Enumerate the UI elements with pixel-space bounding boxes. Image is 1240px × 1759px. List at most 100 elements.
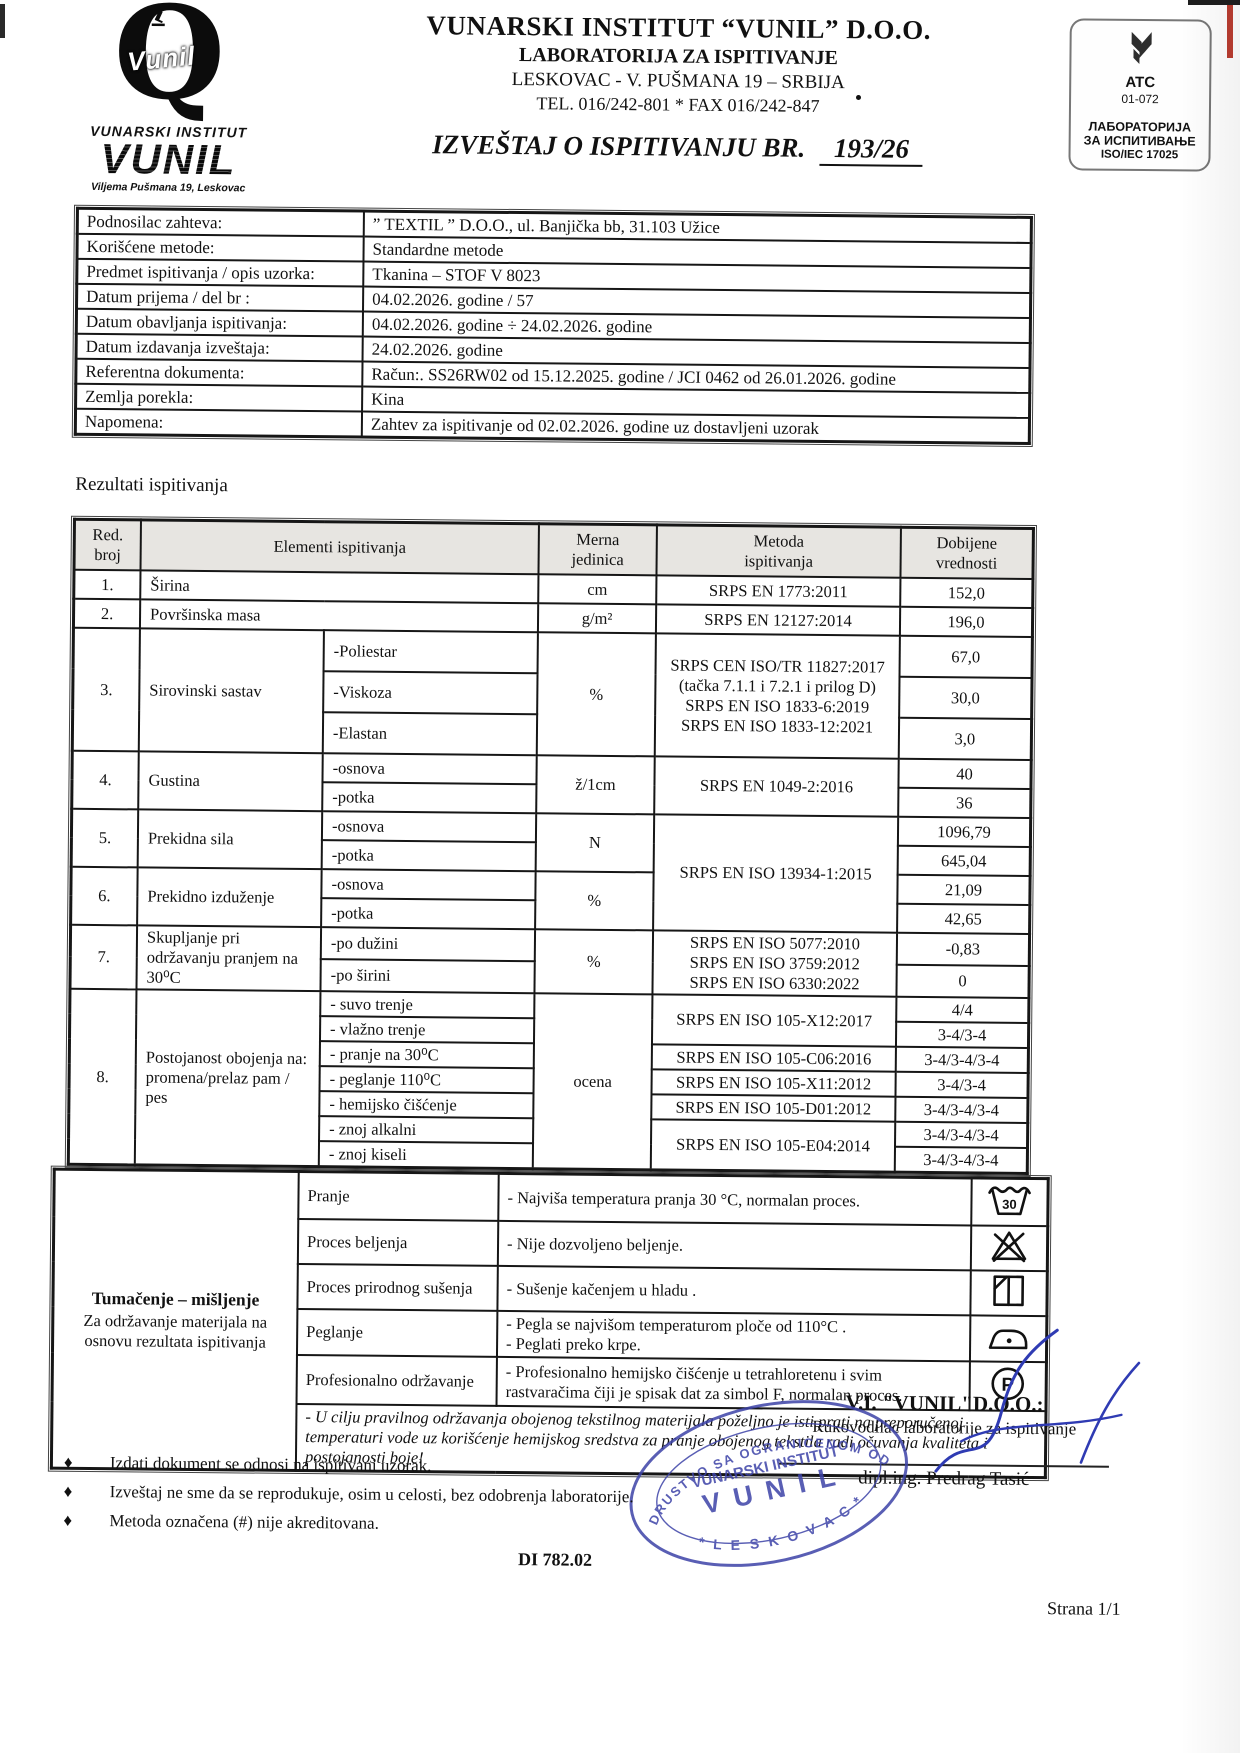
value: 3-4/3-4/3-4 xyxy=(895,1122,1028,1148)
care-symbol-cell xyxy=(971,1225,1048,1271)
scan-artifact-red-stripe xyxy=(1227,0,1233,58)
col-elementi: Elementi ispitivanja xyxy=(141,520,539,574)
care-symbol-cell xyxy=(970,1270,1047,1316)
element-sub: -potka xyxy=(321,898,535,929)
value: 4/4 xyxy=(896,997,1029,1023)
method: SRPS EN ISO 105-X12:2017 xyxy=(652,994,896,1046)
institute-block: VUNARSKI INSTITUT “VUNIL” D.O.O. LABORAT… xyxy=(286,5,1069,166)
value: 196,0 xyxy=(900,607,1033,637)
interpretation-subtitle: Za održavanje materijala na osnovu rezul… xyxy=(62,1310,288,1352)
microscope-icon xyxy=(148,9,170,31)
atc-logo-icon xyxy=(1119,31,1161,65)
unit: % xyxy=(537,632,656,756)
row-num: 7. xyxy=(70,925,137,990)
method: SRPS EN ISO 105-C06:2016 xyxy=(652,1044,896,1071)
report-header: Q Vunil VUNARSKI INSTITUT VUNIL Viljema … xyxy=(0,0,1240,204)
diamond-bullet-icon: ♦ xyxy=(51,1511,109,1532)
unit: ocena xyxy=(533,993,653,1170)
row-num: 3. xyxy=(72,628,140,752)
element-sub: -Poliestar xyxy=(324,630,538,673)
care-label: Proces prirodnog sušenja xyxy=(297,1264,497,1311)
element-name: Površinska masa xyxy=(140,599,538,632)
info-value: Zahtev za ispitivanje od 02.02.2026. god… xyxy=(362,412,1030,444)
value: 42,65 xyxy=(897,904,1030,934)
value: 3-4/3-4 xyxy=(896,1022,1029,1048)
method: SRPS EN 1773:2011 xyxy=(656,575,900,606)
unit: ž/1cm xyxy=(536,755,655,814)
care-desc: - Nije dozvoljeno beljenje. xyxy=(498,1221,971,1271)
report-number: 193/26 xyxy=(820,133,923,167)
unit: % xyxy=(534,929,653,994)
method: SRPS EN ISO 5077:2010 SRPS EN ISO 3759:2… xyxy=(652,930,897,996)
element-sub: - pranje na 30⁰C xyxy=(320,1041,534,1068)
unit: g/m² xyxy=(538,603,656,633)
value: 645,04 xyxy=(898,846,1031,876)
info-label: Datum prijema / del br : xyxy=(77,284,364,312)
q-vunil-script: Vunil xyxy=(126,40,197,77)
method: SRPS EN ISO 105-D01:2012 xyxy=(651,1094,895,1121)
diamond-bullet-icon: ♦ xyxy=(52,1482,110,1503)
element-name: Skupljanje pri održavanju pranjem na 30⁰… xyxy=(136,925,321,991)
value: 3-4/3-4/3-4 xyxy=(895,1147,1028,1174)
element-sub: -osnova xyxy=(322,753,536,784)
element-sub: - vlažno trenje xyxy=(320,1016,534,1043)
element-sub: -po dužini xyxy=(321,927,535,961)
info-label: Datum izdavanja izveštaja: xyxy=(76,334,363,362)
care-label: Profesionalno održavanje xyxy=(297,1355,497,1406)
col-dobijene-vrednosti: Dobijene vrednosti xyxy=(900,527,1033,579)
col-red-broj: Red.broj xyxy=(74,519,141,570)
element-sub: -Viskoza xyxy=(323,671,537,714)
row-num: 2. xyxy=(73,599,140,629)
value: 1096,79 xyxy=(898,817,1031,847)
element-sub: -po širini xyxy=(320,959,534,993)
care-desc: - Najviša temperatura pranja 30 °C, norm… xyxy=(498,1173,971,1225)
care-label: Peglanje xyxy=(297,1309,497,1357)
vunil-logo: Q Vunil VUNARSKI INSTITUT VUNIL Viljema … xyxy=(50,3,288,195)
footer-note-line: ♦Izveštaj ne sme da se reprodukuje, osim… xyxy=(52,1482,634,1508)
brand-wordmark: VUNIL xyxy=(50,139,286,181)
element-name: Prekidno izduženje xyxy=(137,867,322,927)
institute-name: VUNARSKI INSTITUT “VUNIL” D.O.O. xyxy=(288,9,1070,48)
care-symbol-cell: 30 xyxy=(971,1178,1048,1226)
info-label: Datum obavljanja ispitivanja: xyxy=(76,309,363,337)
unit: % xyxy=(535,871,654,930)
care-desc: - Pegla se najvišom temperaturom ploče o… xyxy=(497,1311,970,1362)
value: 3-4/3-4/3-4 xyxy=(895,1097,1028,1123)
footer-note-line: ♦Izdati dokument se odnosi na ispitivani… xyxy=(52,1453,634,1479)
footer-note-line: ♦Metoda označena (#) nije akreditovana. xyxy=(51,1511,633,1537)
table-row: 3. Sirovinski sastav -Poliestar % SRPS C… xyxy=(73,628,1032,678)
results-heading: Rezultati ispitivanja xyxy=(75,474,1235,507)
page-number: Strana 1/1 xyxy=(1047,1598,1121,1620)
interpretation-title: Tumačenje – mišljenje xyxy=(62,1287,288,1310)
value: 67,0 xyxy=(900,636,1033,678)
element-sub: -potka xyxy=(322,782,536,813)
method: SRPS EN ISO 13934-1:2015 xyxy=(653,814,898,932)
brand-address: Viljema Pušmana 19, Leskovac xyxy=(50,181,286,195)
care-label: Proces beljenja xyxy=(298,1219,498,1266)
unit: cm xyxy=(538,574,656,604)
element-name: Sirovinski sastav xyxy=(139,628,324,753)
element-sub: - suvo trenje xyxy=(320,991,534,1018)
info-label: Podnosilac zahteva: xyxy=(77,208,364,236)
element-sub: - peglanje 110⁰C xyxy=(320,1066,534,1093)
value: -0,83 xyxy=(897,933,1030,966)
element-sub: - znoj alkalni xyxy=(319,1116,533,1143)
do-not-bleach-icon xyxy=(990,1229,1028,1263)
info-label: Referentna dokumenta: xyxy=(76,359,363,387)
element-sub: - hemijsko čišćenje xyxy=(319,1091,533,1118)
element-name: Prekidna sila xyxy=(138,809,323,869)
value: 21,09 xyxy=(897,875,1030,905)
value: 3-4/3-4 xyxy=(895,1072,1028,1098)
row-num: 6. xyxy=(71,867,138,926)
handwritten-signature xyxy=(906,1321,1168,1513)
table-row: Tumačenje – mišljenje Za održavanje mate… xyxy=(54,1169,1048,1226)
care-desc: - Sušenje kačenjem u hladu . xyxy=(497,1266,970,1316)
q-logo: Q Vunil xyxy=(51,3,288,117)
value: 3,0 xyxy=(899,718,1032,760)
svg-text:30: 30 xyxy=(1002,1197,1017,1212)
scan-edge-shade xyxy=(1180,0,1240,1753)
method: SRPS EN ISO 105-E04:2014 xyxy=(651,1119,895,1172)
value: 152,0 xyxy=(900,578,1033,608)
